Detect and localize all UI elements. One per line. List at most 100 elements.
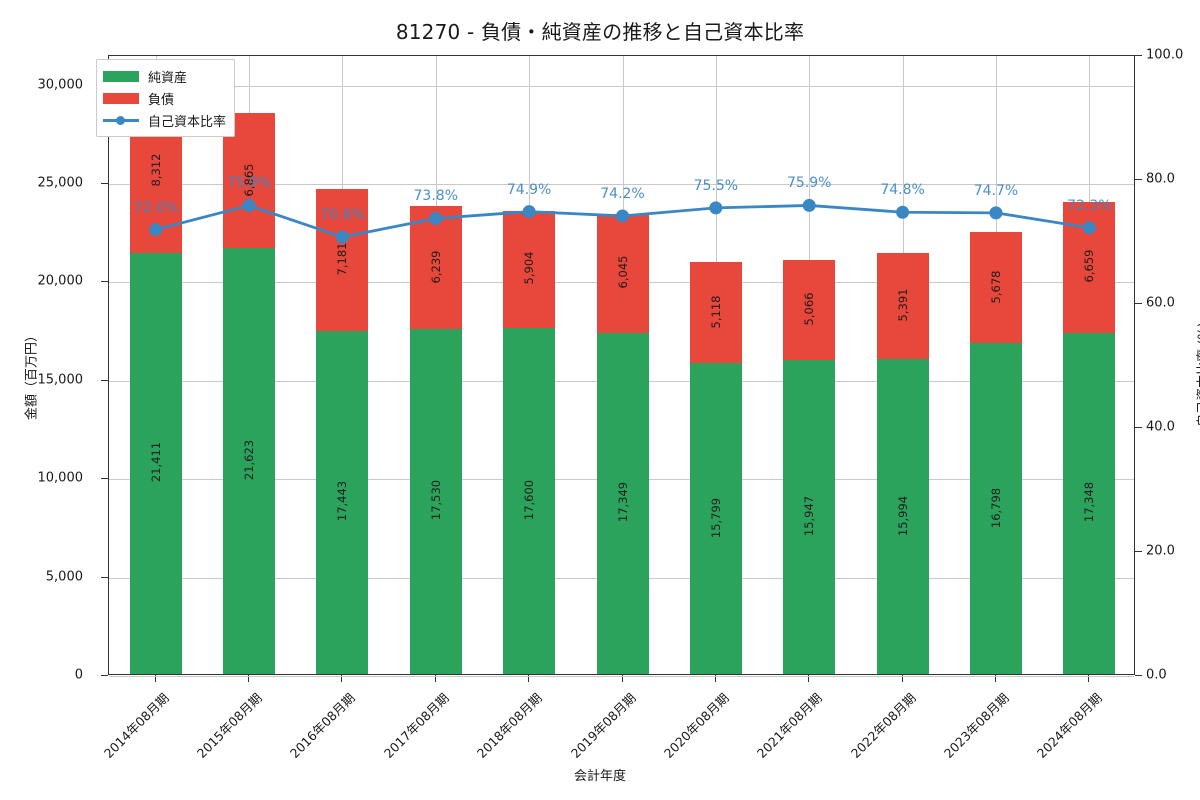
legend-item-label: 自己資本比率 xyxy=(148,114,227,130)
legend-line-icon xyxy=(103,113,139,127)
x-axis-tickmark xyxy=(621,675,623,682)
y-axis-left-tick-label: 15,000 xyxy=(37,372,84,388)
legend-line-marker-icon xyxy=(116,115,125,125)
ratio-data-point[interactable] xyxy=(709,201,723,215)
bar-segment-liability[interactable]: 5,391 xyxy=(876,253,929,360)
x-axis-tickmark xyxy=(341,675,343,682)
bar-group[interactable]: 15,947 5,066 xyxy=(783,54,836,674)
ratio-data-point[interactable] xyxy=(335,230,349,244)
y-axis-right-tickmark xyxy=(1135,179,1142,180)
x-axis-tick-label: 2022年08月期 xyxy=(847,690,919,761)
ratio-value-label: 70.8% xyxy=(320,207,365,224)
y-axis-right-tickmark xyxy=(1135,551,1142,552)
x-axis-tick-label: 2021年08月期 xyxy=(754,690,825,761)
bar-segment-equity[interactable]: 17,530 xyxy=(409,328,462,674)
bar-segment-liability[interactable]: 5,904 xyxy=(503,211,556,328)
x-axis-tick-label: 2020年08月期 xyxy=(660,690,732,761)
legend-item-label: 純資産 xyxy=(148,70,188,86)
bar-segment-liability[interactable]: 5,066 xyxy=(783,260,836,361)
y-axis-left-tickmark xyxy=(101,182,108,184)
legend-item[interactable]: 純資産 xyxy=(103,65,226,87)
ratio-data-point[interactable] xyxy=(1082,221,1096,235)
x-axis-tick-label: 2016年08月期 xyxy=(287,690,359,761)
bar-group[interactable]: 16,798 5,678 xyxy=(969,54,1022,674)
ratio-data-point[interactable] xyxy=(522,205,536,219)
x-axis-tick-label: 2018年08月期 xyxy=(473,690,545,761)
bar-segment-equity[interactable]: 15,799 xyxy=(689,363,742,674)
bar-segment-equity[interactable]: 17,349 xyxy=(596,332,649,674)
ratio-value-label: 75.9% xyxy=(786,175,832,192)
y-axis-right-tickmark xyxy=(1135,303,1142,304)
bar-segment-liability[interactable]: 6,239 xyxy=(409,206,462,329)
ratio-value-label: 75.9% xyxy=(226,175,272,192)
bar-segment-equity[interactable]: 16,798 xyxy=(969,343,1022,674)
x-axis-tick-label: 2015年08月期 xyxy=(193,690,265,761)
x-axis-label: 会計年度 xyxy=(573,769,626,784)
bar-segment-equity[interactable]: 21,623 xyxy=(223,248,276,674)
ratio-value-label: 74.8% xyxy=(880,182,925,199)
gridline-horizontal xyxy=(109,85,1134,87)
y-axis-right-tick-label: 60.0 xyxy=(1146,295,1175,311)
bar-segment-liability[interactable]: 7,181 xyxy=(316,189,369,331)
x-axis-tick-label: 2023年08月期 xyxy=(940,690,1012,761)
y-axis-left-tickmark xyxy=(101,576,108,578)
bar-segment-equity[interactable]: 15,994 xyxy=(876,359,929,674)
plot-area: 21,411 8,312 21,623 6,865 17,443 7,181 17,530 6… xyxy=(108,54,1135,677)
ratio-value-label: 72.0% xyxy=(133,199,178,216)
y-axis-right-tick-label: 0.0 xyxy=(1146,667,1167,683)
gridline-horizontal xyxy=(109,676,1134,677)
bar-group[interactable]: 21,623 6,865 xyxy=(223,54,276,674)
ratio-data-point[interactable] xyxy=(242,198,256,212)
bar-segment-liability[interactable]: 5,678 xyxy=(969,231,1022,344)
bar-segment-equity[interactable]: 21,411 xyxy=(129,252,182,674)
chart-title: 81270 - 負債・純資産の推移と自己資本比率 xyxy=(395,20,805,44)
x-axis-tick-label: 2024年08月期 xyxy=(1034,690,1106,761)
y-axis-right-label: 自己資本比率 (%) xyxy=(1196,322,1200,427)
bar-segment-equity[interactable]: 17,443 xyxy=(316,330,369,674)
ratio-value-label: 74.2% xyxy=(600,185,645,202)
ratio-line-series xyxy=(149,198,1096,244)
ratio-data-point[interactable] xyxy=(989,206,1003,220)
y-axis-left-tick-label: 20,000 xyxy=(37,273,84,289)
bar-group[interactable]: 17,349 6,045 xyxy=(596,54,649,674)
ratio-data-point[interactable] xyxy=(896,205,910,219)
bar-group[interactable]: 17,600 5,904 xyxy=(503,54,556,674)
y-axis-left-tick-label: 25,000 xyxy=(37,175,84,191)
y-axis-left-tick-label: 0 xyxy=(74,667,83,683)
bar-segment-liability[interactable]: 5,118 xyxy=(689,262,742,364)
ratio-data-point[interactable] xyxy=(429,211,443,225)
bar-group[interactable]: 17,530 6,239 xyxy=(409,54,462,674)
bar-group[interactable]: 15,799 5,118 xyxy=(689,54,742,674)
x-axis-tickmark xyxy=(154,675,156,682)
y-axis-left-tickmark xyxy=(101,379,108,381)
bar-segment-equity[interactable]: 15,947 xyxy=(783,360,836,674)
y-axis-right-tickmark xyxy=(1135,675,1142,676)
bar-segment-equity[interactable]: 17,600 xyxy=(503,327,556,674)
ratio-value-label: 73.8% xyxy=(413,188,459,205)
chart-legend: 純資産負債自己資本比率 xyxy=(96,59,236,137)
ratio-value-label: 75.5% xyxy=(693,177,739,194)
legend-item-label: 負債 xyxy=(148,92,175,108)
x-axis-tickmark xyxy=(434,675,436,682)
y-axis-right-tick-label: 20.0 xyxy=(1146,543,1175,559)
bar-group[interactable]: 15,994 5,391 xyxy=(876,54,929,674)
bar-segment-equity[interactable]: 17,348 xyxy=(1063,332,1116,674)
x-axis-tickmark xyxy=(808,675,810,682)
legend-swatch-icon xyxy=(103,92,139,104)
y-axis-left-tickmark xyxy=(101,281,108,283)
y-axis-right-tickmark xyxy=(1135,55,1142,56)
x-axis-tickmark xyxy=(528,675,530,682)
ratio-data-point[interactable] xyxy=(149,223,163,237)
legend-swatch-icon xyxy=(103,70,139,82)
ratio-data-point[interactable] xyxy=(616,209,629,223)
bar-group[interactable]: 17,443 7,181 xyxy=(316,54,369,674)
bar-group[interactable]: 17,348 6,659 xyxy=(1063,54,1116,674)
ratio-data-point[interactable] xyxy=(802,198,816,212)
y-axis-right-tick-label: 40.0 xyxy=(1146,419,1175,435)
x-axis-tickmark xyxy=(994,675,996,682)
legend-item[interactable]: 自己資本比率 xyxy=(103,109,226,131)
y-axis-left-tick-label: 10,000 xyxy=(37,470,84,486)
legend-item[interactable]: 負債 xyxy=(103,87,226,109)
bar-segment-liability[interactable]: 6,045 xyxy=(596,213,649,333)
